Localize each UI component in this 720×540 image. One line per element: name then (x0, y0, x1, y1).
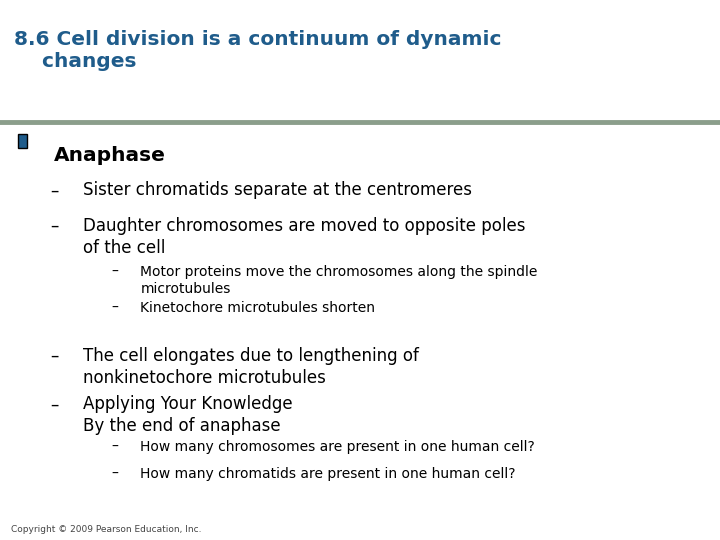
Text: –: – (50, 181, 59, 199)
Text: –: – (112, 301, 119, 315)
Text: The cell elongates due to lengthening of
nonkinetochore microtubules: The cell elongates due to lengthening of… (83, 347, 418, 387)
Text: Kinetochore microtubules shorten: Kinetochore microtubules shorten (140, 301, 375, 315)
Text: Motor proteins move the chromosomes along the spindle
microtubules: Motor proteins move the chromosomes alon… (140, 265, 538, 296)
Text: Applying Your Knowledge
By the end of anaphase: Applying Your Knowledge By the end of an… (83, 395, 292, 435)
Text: How many chromatids are present in one human cell?: How many chromatids are present in one h… (140, 467, 516, 481)
Text: 8.6 Cell division is a continuum of dynamic
    changes: 8.6 Cell division is a continuum of dyna… (14, 30, 502, 71)
Text: –: – (50, 395, 59, 413)
Text: –: – (112, 467, 119, 481)
FancyBboxPatch shape (18, 134, 27, 148)
Text: How many chromosomes are present in one human cell?: How many chromosomes are present in one … (140, 440, 535, 454)
Text: Anaphase: Anaphase (54, 146, 166, 165)
Text: –: – (112, 265, 119, 279)
Text: Daughter chromosomes are moved to opposite poles
of the cell: Daughter chromosomes are moved to opposi… (83, 217, 526, 257)
Text: –: – (50, 347, 59, 364)
Text: Sister chromatids separate at the centromeres: Sister chromatids separate at the centro… (83, 181, 472, 199)
Text: –: – (112, 440, 119, 454)
Text: Copyright © 2009 Pearson Education, Inc.: Copyright © 2009 Pearson Education, Inc. (11, 524, 202, 534)
Text: –: – (50, 217, 59, 235)
